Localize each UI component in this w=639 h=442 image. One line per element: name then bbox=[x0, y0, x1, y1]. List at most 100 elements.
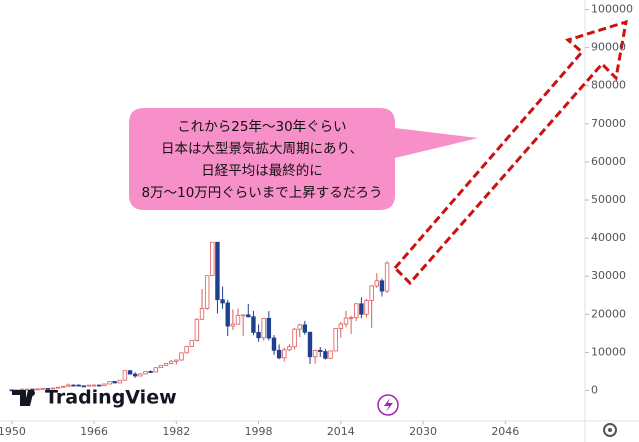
candle-body bbox=[282, 349, 287, 359]
dashed-arrow bbox=[392, 19, 628, 286]
callout-line: これから25年～30年ぐらい bbox=[177, 119, 346, 135]
event-icon bbox=[384, 398, 393, 412]
candle-body bbox=[50, 387, 56, 390]
y-tick-label: 10000 bbox=[591, 345, 626, 358]
candle-body bbox=[61, 385, 66, 388]
candle-body bbox=[333, 328, 338, 352]
candle-body bbox=[348, 317, 354, 320]
event-icon[interactable] bbox=[377, 394, 399, 416]
candle-body bbox=[158, 365, 164, 369]
callout-line: 日本は大型景気拡大周期にあり、 bbox=[161, 141, 363, 157]
candle-body bbox=[251, 316, 256, 333]
candle-body bbox=[117, 379, 122, 384]
candle-body bbox=[107, 381, 112, 385]
candle-body bbox=[25, 388, 30, 391]
x-tick-label: 2046 bbox=[491, 425, 519, 438]
candle-body bbox=[210, 241, 215, 277]
y-tick-label: 60000 bbox=[591, 155, 626, 168]
candle-body bbox=[168, 360, 174, 364]
y-tick-label: 30000 bbox=[591, 269, 626, 282]
candle-body bbox=[374, 280, 380, 287]
y-tick-label: 50000 bbox=[591, 193, 626, 206]
candle-body bbox=[302, 324, 308, 333]
candle-body bbox=[179, 352, 184, 361]
y-tick-label: 20000 bbox=[591, 307, 626, 320]
candle-body bbox=[338, 323, 344, 329]
candle-body bbox=[364, 299, 369, 315]
candle-body bbox=[379, 280, 385, 292]
candle-body bbox=[122, 370, 128, 381]
x-tick-label: 1998 bbox=[245, 425, 273, 438]
candle-body bbox=[132, 373, 138, 377]
candle-body bbox=[266, 317, 272, 339]
plot bbox=[9, 9, 589, 424]
candle-body bbox=[174, 359, 179, 362]
candle-body bbox=[40, 388, 45, 390]
candle-body bbox=[312, 349, 318, 358]
candle-body bbox=[256, 331, 261, 339]
candle-body bbox=[307, 331, 313, 358]
logo-icon bbox=[12, 390, 34, 406]
callout-line: 8万～10万円ぐらいまで上昇するだろう bbox=[142, 185, 383, 201]
candle-body bbox=[359, 303, 364, 315]
settings-icon bbox=[608, 428, 612, 432]
candle-body bbox=[194, 318, 200, 341]
y-tick-label: 90000 bbox=[591, 41, 626, 54]
logo-text: TradingView bbox=[45, 387, 177, 409]
candle-body bbox=[215, 241, 220, 301]
settings-icon[interactable] bbox=[603, 423, 617, 437]
candle-body bbox=[318, 349, 323, 352]
y-tick-label: 100000 bbox=[591, 3, 633, 16]
candle-body bbox=[384, 262, 390, 292]
candle-body bbox=[138, 373, 143, 377]
candle-body bbox=[153, 367, 158, 373]
x-tick-label: 1966 bbox=[80, 425, 108, 438]
candle-body bbox=[343, 317, 349, 325]
logo-icon bbox=[29, 390, 35, 396]
callout bbox=[129, 108, 478, 210]
y-tick-label: 40000 bbox=[591, 231, 626, 244]
candle-body bbox=[76, 384, 81, 387]
candle-body bbox=[189, 340, 194, 347]
candle-body bbox=[240, 314, 246, 317]
candle-body bbox=[328, 350, 333, 359]
y-tick-label: 70000 bbox=[591, 117, 626, 130]
candle-body bbox=[143, 371, 148, 375]
candle-body bbox=[323, 351, 328, 359]
candle-body bbox=[86, 384, 92, 387]
candle-body bbox=[45, 388, 51, 390]
x-tick-label: 2030 bbox=[409, 425, 437, 438]
candle-body bbox=[354, 303, 359, 319]
candle-body bbox=[55, 386, 61, 389]
x-tick-label: 1950 bbox=[0, 425, 26, 438]
candle-body bbox=[271, 337, 277, 351]
candle-body bbox=[287, 346, 292, 351]
candle-body bbox=[225, 302, 230, 327]
candle-body bbox=[220, 299, 225, 304]
candle-body bbox=[71, 384, 76, 387]
candle-body bbox=[81, 385, 86, 388]
candle-body bbox=[19, 388, 25, 391]
candle-body bbox=[261, 317, 266, 339]
candle-body bbox=[102, 383, 107, 387]
candle-body bbox=[127, 370, 133, 375]
x-tick-label: 1982 bbox=[162, 425, 190, 438]
x-tick-label: 2014 bbox=[327, 425, 355, 438]
candle-body bbox=[112, 381, 117, 384]
y-tick-label: 0 bbox=[591, 384, 598, 397]
candle-body bbox=[66, 384, 71, 387]
candle-body bbox=[204, 275, 210, 309]
candle-body bbox=[230, 323, 236, 327]
candle-body bbox=[30, 388, 35, 391]
candle-body bbox=[97, 384, 102, 387]
logo: TradingView bbox=[12, 387, 177, 409]
candle-body bbox=[199, 307, 205, 320]
candle-body bbox=[148, 371, 153, 373]
candle-body bbox=[163, 363, 169, 366]
y-tick-label: 80000 bbox=[591, 79, 626, 92]
candle-body bbox=[184, 346, 189, 354]
candle-body bbox=[35, 388, 40, 391]
